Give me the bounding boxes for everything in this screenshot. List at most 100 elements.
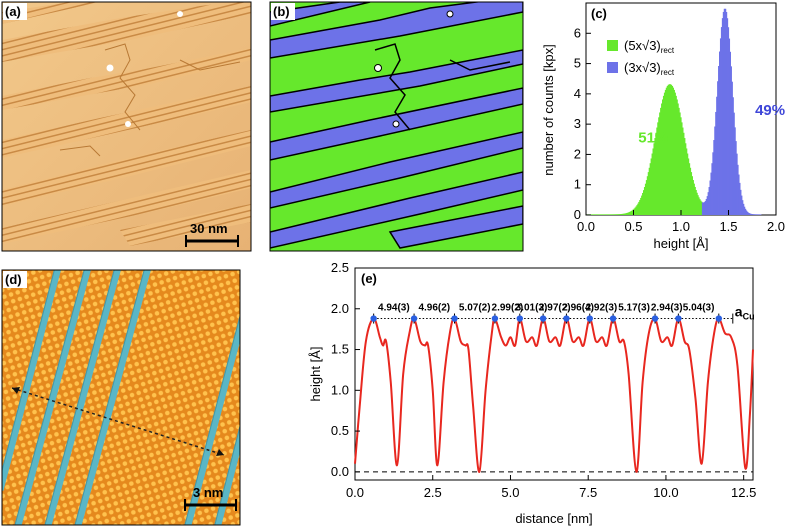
x-tick-label-c: 0.5 — [624, 219, 642, 234]
histogram-bar — [722, 11, 725, 215]
histogram-bar — [590, 214, 593, 215]
peak-marker — [516, 315, 523, 322]
y-tick-label-c: 2 — [574, 146, 581, 161]
legend-label: (5x√3)rect — [624, 38, 675, 55]
histogram-bar — [684, 143, 687, 215]
histogram-bar — [727, 27, 730, 215]
histogram-bar — [643, 190, 645, 215]
histogram-bar — [608, 214, 611, 215]
x-axis-label-c: height [Å] — [654, 236, 709, 251]
histogram-bar — [645, 180, 648, 215]
histogram-bar — [654, 138, 656, 215]
histogram-bar — [708, 187, 711, 215]
histogram-bar — [720, 27, 723, 215]
peak-marker — [715, 315, 722, 322]
histogram-bar — [742, 203, 745, 215]
histogram-bar — [622, 213, 624, 215]
histogram-bar — [675, 95, 677, 215]
histogram-bar — [751, 214, 753, 215]
histogram-bar — [671, 85, 674, 215]
histogram-bar — [612, 214, 615, 215]
histogram-bar — [667, 84, 670, 215]
histogram-bar — [681, 122, 683, 215]
histogram-bar — [601, 214, 603, 215]
peak-marker — [451, 315, 458, 322]
histogram-bar — [614, 214, 617, 215]
histogram-bar — [673, 89, 675, 215]
histogram-bar — [740, 195, 743, 215]
y-tick-label-c: 5 — [574, 56, 581, 71]
plot-frame-e — [354, 267, 754, 481]
histogram-c: 0.0 0.5 1.0 1.5 2.0 0 1 2 3 4 5 6 (c) (5x√3)rect (3x… — [541, 2, 785, 251]
histogram-bar — [607, 214, 610, 215]
histogram-bar — [700, 200, 702, 215]
scale-bar-a: 30 nm — [185, 221, 239, 247]
panel-label-a: (a) — [5, 4, 21, 19]
spacing-label: 3.01(3) — [516, 303, 548, 314]
histogram-bar — [604, 214, 606, 215]
spacing-label: 5.17(3) — [618, 303, 650, 314]
unit-label-acu: aCu — [735, 304, 755, 322]
histogram-bar — [690, 172, 693, 215]
histogram-bar — [693, 183, 695, 215]
histogram-bar — [748, 213, 750, 215]
histogram-bar — [650, 158, 653, 215]
peak-marker — [539, 315, 547, 322]
histogram-bar — [734, 127, 736, 215]
histogram-bar — [755, 214, 757, 215]
histogram-bar — [617, 214, 619, 215]
histogram-bar — [616, 214, 618, 215]
histogram-bar — [759, 214, 762, 215]
histogram-bar — [623, 213, 625, 215]
histogram-bar — [729, 51, 731, 216]
spacing-label: 5.07(2) — [459, 303, 491, 314]
histogram-bar — [628, 212, 631, 215]
stm-image-d — [2, 270, 240, 525]
histogram-bar — [717, 81, 719, 215]
histogram-bar — [757, 214, 759, 215]
histogram-bar — [758, 214, 761, 215]
histogram-bar — [757, 214, 760, 215]
histogram-bar — [609, 214, 612, 215]
histogram-bar — [593, 214, 596, 215]
histogram-bar — [697, 195, 699, 215]
histogram-bar — [683, 138, 686, 215]
legend-swatch — [607, 40, 618, 51]
stm-image-a — [2, 2, 251, 251]
histogram-bar — [711, 163, 713, 215]
percentage-annotation: 51% — [638, 129, 668, 146]
histogram-bar — [615, 214, 617, 215]
legend-label: (3x√3)rect — [624, 60, 675, 77]
histogram-bar — [730, 66, 732, 216]
y-tick-label-c: 6 — [574, 25, 581, 40]
histogram-bar — [605, 214, 608, 215]
x-tick-label-e: 2.5 — [424, 485, 442, 500]
histogram-bar — [709, 180, 712, 215]
histogram-bar — [719, 38, 722, 215]
percentage-annotation: 49% — [755, 102, 785, 119]
histogram-bar — [676, 99, 678, 215]
histogram-bar — [750, 213, 752, 215]
histogram-bar — [706, 196, 709, 215]
histogram-bar — [681, 127, 684, 215]
histogram-bar — [692, 180, 694, 215]
histogram-bar — [687, 158, 690, 215]
histogram-bar — [726, 18, 729, 216]
histogram-bar — [710, 172, 712, 215]
spacing-label: 5.04(3) — [683, 303, 715, 314]
histogram-bar — [694, 186, 696, 215]
spacing-label: 2.99(2) — [492, 303, 524, 314]
y-tick-label-e: 1.5 — [331, 342, 349, 357]
histogram-bar — [625, 213, 628, 215]
histogram-bar — [621, 213, 623, 215]
histogram-bar — [677, 103, 679, 215]
panel-label-e: (e) — [361, 271, 377, 286]
histogram-bar — [596, 214, 598, 215]
histogram-bar — [756, 214, 758, 215]
histogram-bar — [634, 207, 636, 215]
histogram-bar — [738, 174, 740, 215]
histogram-bar — [721, 18, 724, 215]
histogram-bar — [670, 84, 673, 215]
histogram-bar — [595, 214, 598, 215]
